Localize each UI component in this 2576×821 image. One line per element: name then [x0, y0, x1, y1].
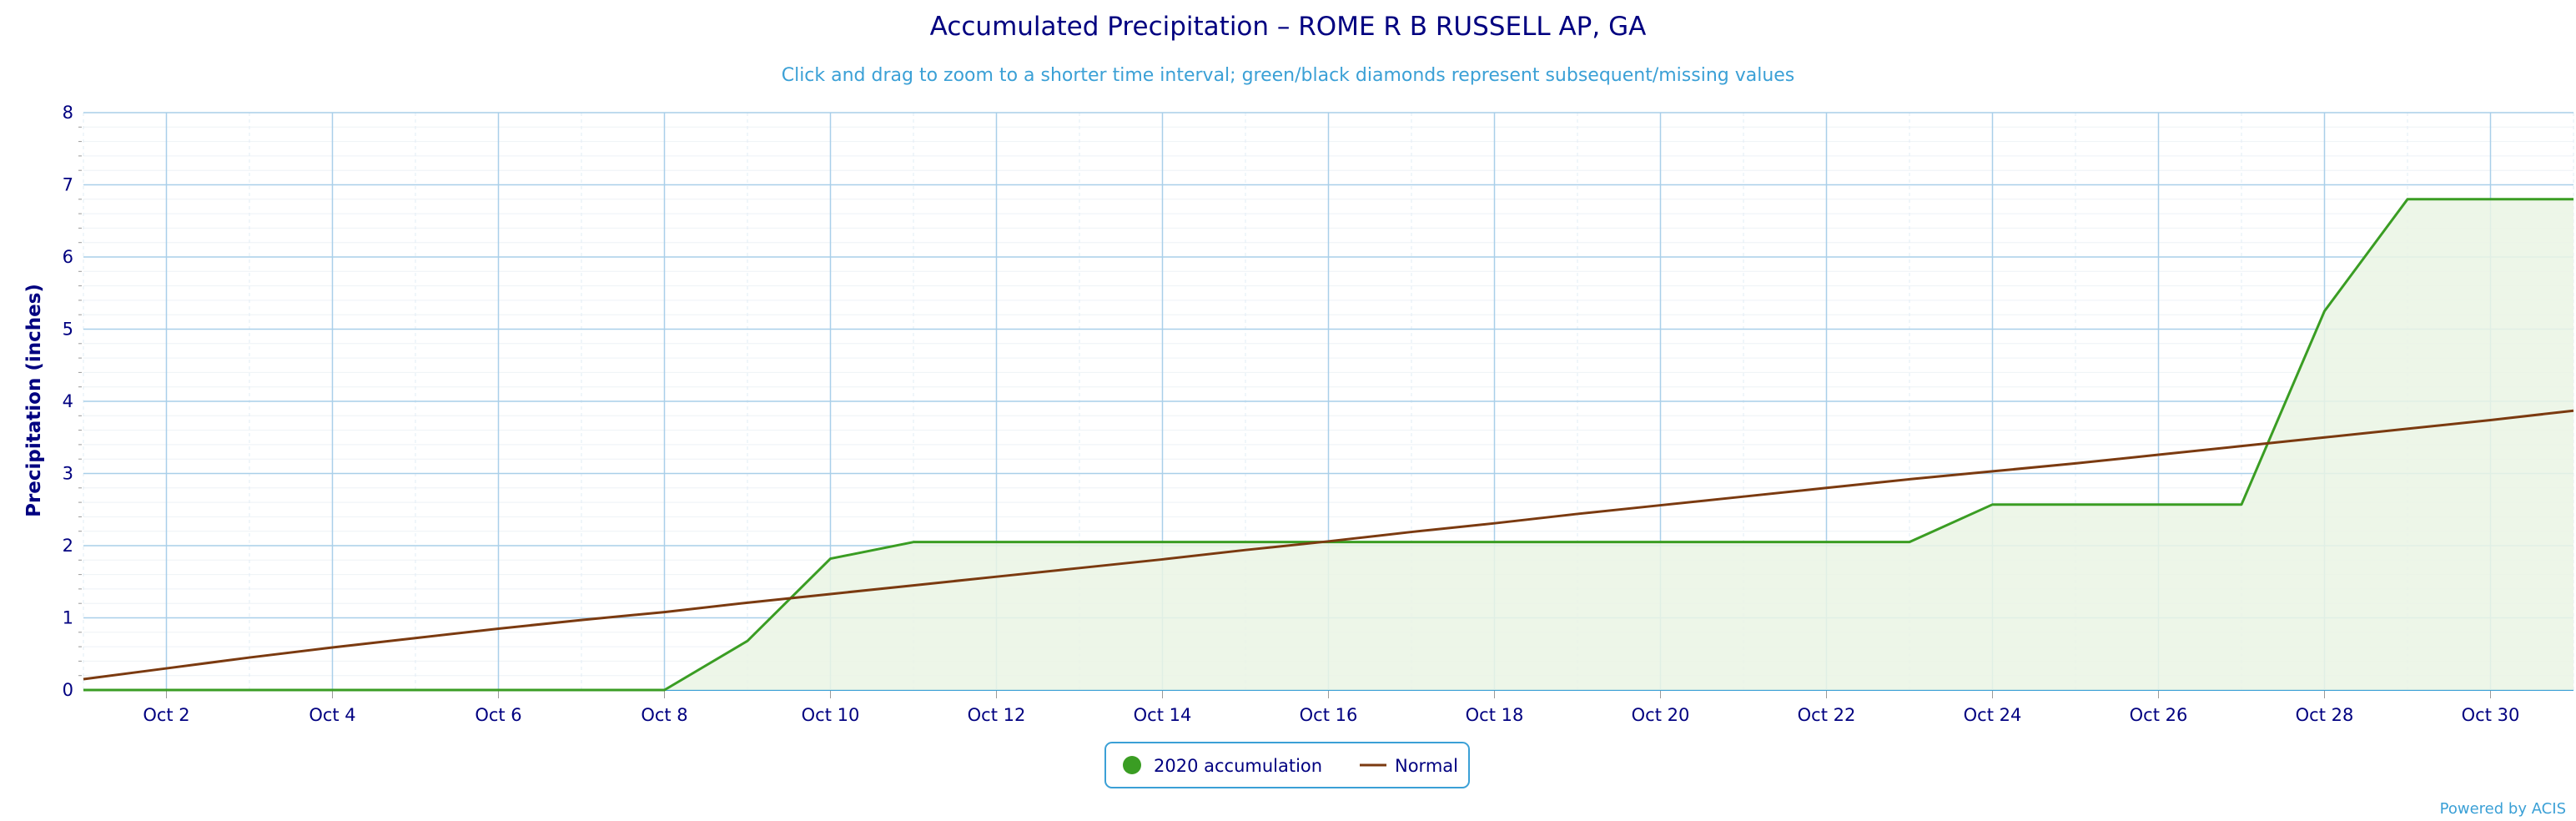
- credit-link[interactable]: Powered by ACIS: [2440, 800, 2566, 818]
- x-tick-label: Oct 4: [309, 705, 355, 725]
- x-tick-label: Oct 12: [968, 705, 1026, 725]
- x-tick-label: Oct 16: [1300, 705, 1358, 725]
- y-tick-label: 7: [63, 175, 73, 195]
- legend[interactable]: 2020 accumulation Normal: [1104, 742, 1470, 788]
- legend-accumulation-marker: [1123, 756, 1141, 774]
- x-tick-label: Oct 24: [1964, 705, 2022, 725]
- x-tick-label: Oct 22: [1798, 705, 1856, 725]
- x-tick-label: Oct 20: [1632, 705, 1690, 725]
- y-tick-label: 0: [63, 680, 73, 700]
- y-tick-label: 6: [63, 247, 73, 267]
- legend-box: [1104, 742, 1470, 788]
- x-tick-label: Oct 30: [2462, 705, 2520, 725]
- legend-item-accumulation[interactable]: 2020 accumulation: [1123, 756, 1322, 776]
- y-axis-ticks: 0 1 2 3 4 5 6 7 8: [63, 103, 73, 700]
- x-tick-label: Oct 8: [641, 705, 687, 725]
- x-tick-label: Oct 28: [2296, 705, 2354, 725]
- legend-normal-label: Normal: [1395, 756, 1458, 776]
- x-tick-label: Oct 10: [802, 705, 860, 725]
- chart-title: Accumulated Precipitation – ROME R B RUS…: [930, 12, 1647, 42]
- plot-area[interactable]: [83, 198, 2574, 692]
- accumulation-area: [83, 199, 2573, 691]
- y-tick-label: 5: [63, 320, 73, 340]
- normal-series-line[interactable]: [83, 409, 2574, 681]
- y-tick-label: 1: [63, 608, 73, 628]
- y-tick-label: 2: [63, 536, 73, 556]
- y-tick-label: 3: [63, 464, 73, 484]
- y-tick-label: 8: [63, 103, 73, 123]
- y-tick-label: 4: [63, 391, 73, 411]
- x-tick-label: Oct 2: [143, 705, 189, 725]
- legend-item-normal[interactable]: Normal: [1360, 756, 1458, 776]
- y-axis-title: Precipitation (inches): [23, 284, 45, 517]
- legend-accumulation-label: 2020 accumulation: [1154, 756, 1322, 776]
- x-tick-label: Oct 6: [475, 705, 521, 725]
- x-axis-ticks: Oct 2 Oct 4 Oct 6 Oct 8 Oct 10 Oct 12 Oct 14 Oc…: [143, 705, 2519, 725]
- x-tick-label: Oct 26: [2130, 705, 2188, 725]
- x-tick-label: Oct 18: [1466, 705, 1524, 725]
- chart-subtitle: Click and drag to zoom to a shorter time…: [782, 65, 1795, 86]
- x-tick-label: Oct 14: [1134, 705, 1192, 725]
